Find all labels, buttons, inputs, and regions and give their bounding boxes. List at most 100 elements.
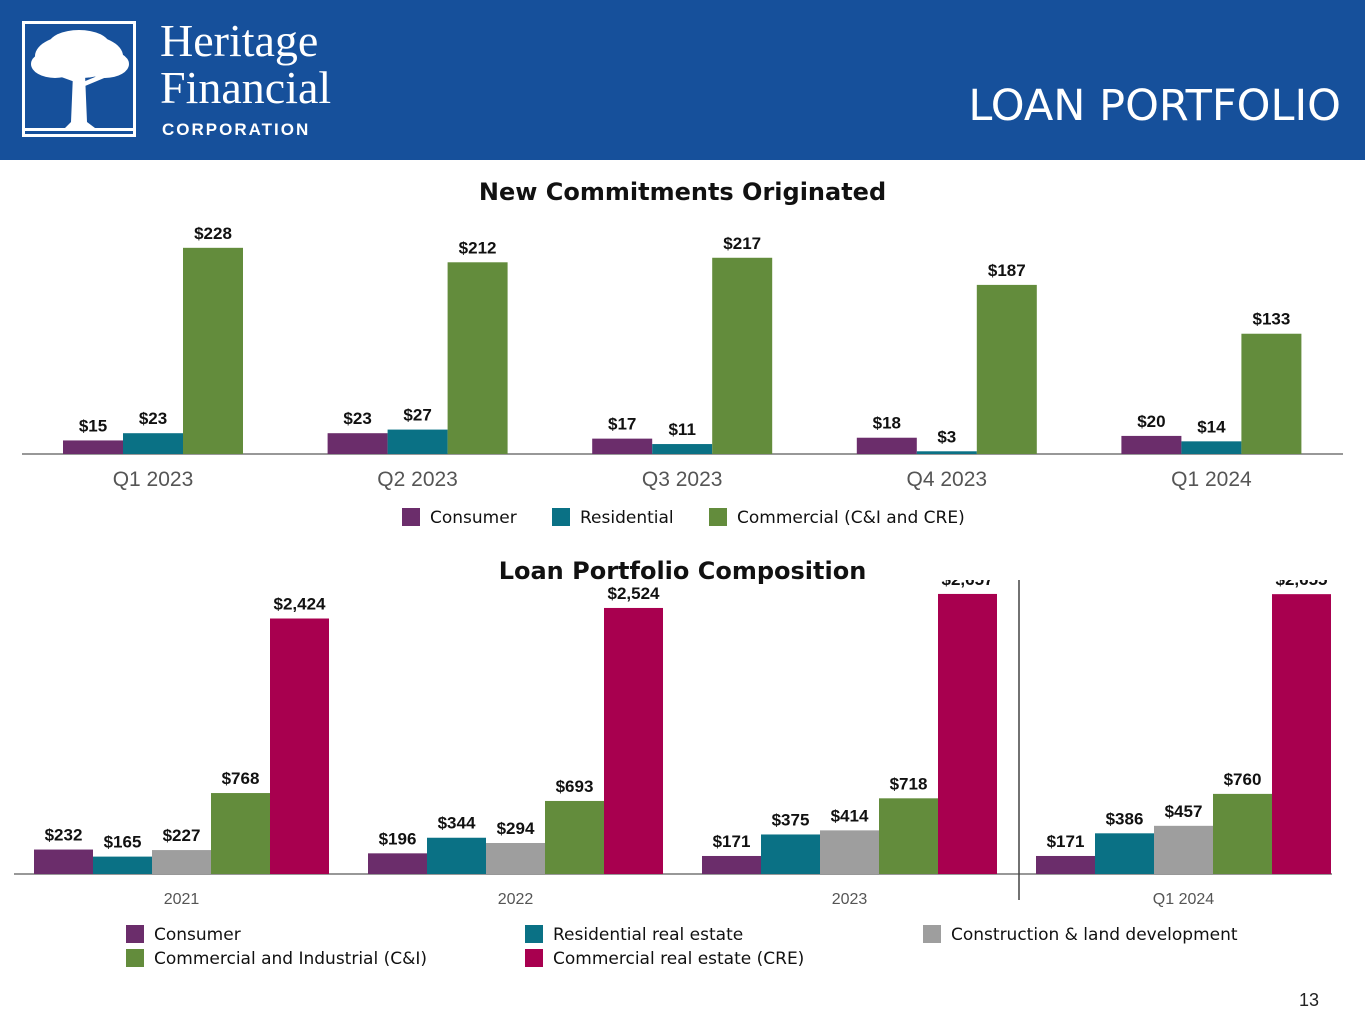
bar-construction-land-development-3: [820, 830, 879, 874]
legend-item-commercial-and-industrial-c-i-: Commercial and Industrial (C&I): [126, 949, 427, 969]
legend-label: Commercial (C&I and CRE): [737, 508, 965, 528]
data-label: $386: [1106, 809, 1144, 828]
data-label: $23: [139, 409, 167, 428]
bar-consumer-3: [702, 855, 761, 874]
chart2-title: Loan Portfolio Composition: [498, 557, 867, 585]
bar-consumer-3: [592, 438, 653, 454]
data-label: $760: [1224, 770, 1262, 789]
legend-swatch: [923, 925, 941, 943]
brand-name-line2: Financial: [160, 62, 332, 113]
data-label: $171: [1047, 832, 1085, 851]
legend-label: Consumer: [430, 508, 517, 528]
chart1-title: New Commitments Originated: [478, 178, 887, 206]
bar-commercial-c-i-and-cre--3: [712, 257, 773, 454]
data-label: $457: [1165, 802, 1203, 821]
data-label: $232: [45, 826, 83, 845]
category-tick-label: 2022: [498, 891, 534, 908]
legend-swatch: [126, 925, 144, 943]
legend-swatch: [126, 949, 144, 967]
category-tick-label: Q1 2024: [1171, 468, 1252, 491]
company-logo: [22, 21, 136, 137]
data-label: $171: [713, 832, 751, 851]
data-label: $20: [1137, 412, 1165, 431]
legend-label: Residential real estate: [553, 925, 744, 945]
bar-construction-land-development-2: [486, 843, 545, 874]
category-tick-label: Q1 2023: [113, 468, 194, 491]
bar-construction-land-development-1: [152, 850, 211, 874]
data-label: $3: [937, 427, 956, 446]
data-label: $187: [988, 261, 1026, 280]
bar-residential-real-estate-4: [1095, 833, 1154, 874]
data-label: $227: [163, 826, 201, 845]
data-label: $27: [403, 406, 431, 425]
data-label: $15: [79, 416, 107, 435]
data-label: $718: [890, 774, 928, 793]
category-tick-label: Q2 2023: [377, 468, 458, 491]
data-label: $228: [194, 224, 232, 243]
bar-commercial-and-industrial-c-i--4: [1213, 793, 1272, 874]
data-label: $2,655: [1276, 580, 1328, 589]
tree-icon: [25, 30, 133, 131]
legend-swatch: [402, 508, 420, 526]
new-commitments-chart: $15 $23 $228 Q1 2023 $23 $27 $212 Q2 2023 $17 $11…: [22, 224, 1343, 491]
data-label: $14: [1197, 417, 1226, 436]
data-label: $768: [222, 769, 260, 788]
loan-portfolio-chart: $232 $165 $227 $768 $2,424 2021 $196 $344 $294 $6…: [14, 580, 1332, 908]
data-label: $693: [556, 777, 594, 796]
bar-consumer-4: [1036, 855, 1095, 874]
data-label: $294: [497, 819, 535, 838]
legend-item-residential-real-estate: Residential real estate: [525, 925, 743, 945]
bar-consumer-1: [34, 849, 93, 874]
data-label: $11: [668, 420, 695, 439]
bar-commercial-c-i-and-cre--2: [447, 262, 508, 454]
bar-residential-2: [387, 429, 448, 454]
bar-consumer-2: [327, 433, 388, 454]
legend-swatch: [525, 925, 543, 943]
data-label: $2,524: [608, 584, 661, 603]
bar-residential-1: [123, 433, 183, 454]
category-tick-label: 2023: [832, 891, 868, 908]
legend-item-commercial-real-estate-cre-: Commercial real estate (CRE): [525, 949, 804, 969]
brand-name-line1: Heritage: [160, 15, 319, 66]
data-label: $344: [438, 814, 476, 833]
category-tick-label: Q4 2023: [907, 468, 988, 491]
bar-consumer-1: [63, 440, 123, 454]
legend-item-construction-land-development: Construction & land development: [923, 925, 1238, 945]
data-label: $2,657: [942, 580, 994, 589]
category-tick-label: Q3 2023: [642, 468, 723, 491]
bar-consumer-4: [856, 437, 917, 454]
bar-residential-real-estate-3: [761, 834, 820, 874]
data-label: $2,424: [274, 595, 327, 614]
legend-swatch: [525, 949, 543, 967]
bar-construction-land-development-4: [1154, 825, 1213, 874]
data-label: $414: [831, 806, 869, 825]
bar-commercial-and-industrial-c-i--2: [545, 800, 604, 874]
data-label: $212: [459, 238, 497, 257]
data-label: $196: [379, 829, 417, 848]
legend-label: Consumer: [154, 925, 241, 945]
legend-item-residential: Residential: [552, 508, 674, 528]
bar-commercial-and-industrial-c-i--1: [211, 793, 270, 874]
bar-commercial-real-estate-cre--3: [938, 593, 997, 874]
data-label: $165: [104, 833, 142, 852]
data-label: $375: [772, 810, 810, 829]
data-label: $133: [1252, 310, 1290, 329]
legend-label: Commercial and Industrial (C&I): [154, 949, 428, 969]
bar-residential-4: [916, 451, 977, 454]
legend-item-consumer: Consumer: [402, 508, 517, 528]
legend-swatch: [709, 508, 727, 526]
header-banner: Heritage Financial CORPORATION LOAN PORT…: [0, 0, 1365, 160]
legend-item-consumer: Consumer: [126, 925, 241, 945]
data-label: $18: [873, 414, 901, 433]
legend-label: Residential: [580, 508, 674, 528]
bar-commercial-and-industrial-c-i--3: [879, 798, 938, 874]
data-label: $17: [608, 415, 636, 434]
legend-swatch: [552, 508, 570, 526]
slide-title: LOAN PORTFOLIO: [968, 81, 1341, 131]
page-number: 13: [1298, 990, 1319, 1010]
bar-residential-real-estate-2: [427, 837, 486, 874]
bar-commercial-real-estate-cre--1: [270, 618, 329, 874]
category-tick-label: Q1 2024: [1153, 891, 1214, 908]
bar-consumer-2: [368, 853, 427, 874]
brand-name-line3: CORPORATION: [162, 120, 311, 139]
